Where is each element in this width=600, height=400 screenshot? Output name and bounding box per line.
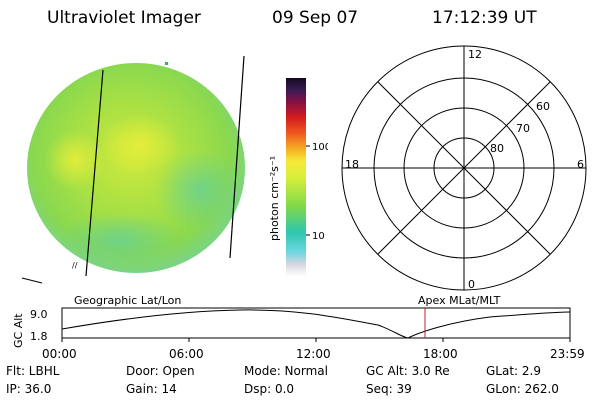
gc-alt-info: GC Alt: 3.0 Re — [366, 364, 450, 378]
mlt-label-18: 18 — [345, 158, 359, 171]
lat-label-80: 80 — [490, 142, 504, 155]
filter-info: Flt: LBHL — [6, 364, 60, 378]
x-tick-0000: 00:00 — [42, 347, 77, 361]
mlt-label-6: 6 — [577, 158, 584, 171]
app-title: Ultraviolet Imager — [47, 8, 201, 28]
lat-label-60: 60 — [536, 100, 550, 113]
seq-info: Seq: 39 — [366, 382, 412, 396]
ip-info: IP: 36.0 — [6, 382, 52, 396]
mode-info: Mode: Normal — [244, 364, 328, 378]
limb-line — [229, 55, 245, 259]
color-scale: 100 10 photon cm⁻²s⁻¹ — [268, 78, 328, 276]
colorbar-tick-100: 100 — [312, 142, 328, 153]
mlt-label-12: 12 — [468, 48, 482, 61]
orbit-left-title: Geographic Lat/Lon — [74, 294, 181, 307]
orbit-right-title: Apex MLat/MLT — [418, 294, 501, 307]
orbit-y-tick-1-8: 1.8 — [30, 330, 48, 343]
colorbar-tick-10: 10 — [312, 231, 325, 242]
terminator-line — [85, 69, 104, 277]
x-tick-1800: 18:00 — [423, 347, 458, 361]
mlt-label-0: 0 — [468, 278, 475, 291]
color-bar — [286, 78, 306, 276]
x-tick-0600: 06:00 — [169, 347, 204, 361]
time-label: 17:12:39 UT — [432, 8, 537, 28]
orbit-y-label: GC Alt — [12, 313, 25, 348]
uv-image: // — [21, 55, 245, 284]
dsp-info: Dsp: 0.0 — [244, 382, 295, 396]
orbit-altitude-curve — [61, 309, 571, 339]
gain-info: Gain: 14 — [126, 382, 177, 396]
glat-info: GLat: 2.9 — [486, 364, 541, 378]
door-info: Door: Open — [126, 364, 195, 378]
lat-label-70: 70 — [516, 122, 530, 135]
colorbar-unit-label: photon cm⁻²s⁻¹ — [268, 156, 281, 241]
orbit-plot: Geographic Lat/Lon Apex MLat/MLT GC Alt … — [12, 294, 585, 361]
x-tick-2359: 23:59 — [550, 347, 585, 361]
glon-info: GLon: 262.0 — [486, 382, 559, 396]
orbit-frame — [61, 307, 571, 339]
svg-text://: // — [72, 261, 78, 270]
orbit-y-tick-9: 9.0 — [30, 308, 48, 321]
date-label: 09 Sep 07 — [272, 8, 359, 28]
polar-plot: 12 18 6 0 60 70 80 — [341, 45, 587, 291]
x-tick-1200: 12:00 — [296, 347, 331, 361]
